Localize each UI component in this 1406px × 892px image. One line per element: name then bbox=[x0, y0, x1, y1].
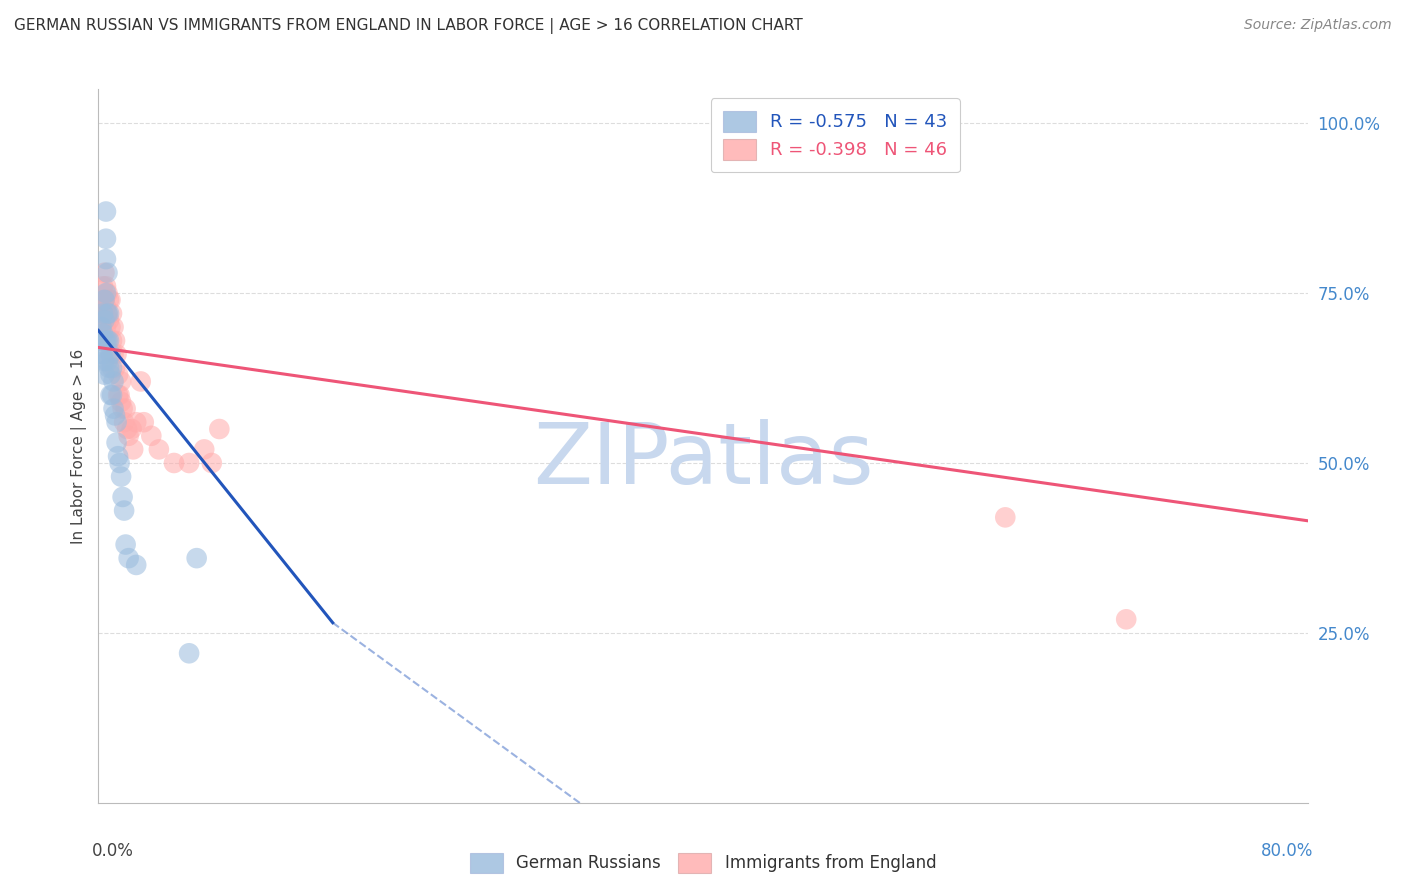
Point bbox=[98, 360, 121, 375]
Point bbox=[115, 422, 138, 436]
Point bbox=[94, 320, 117, 334]
Point bbox=[93, 293, 115, 307]
Point bbox=[93, 354, 115, 368]
Point bbox=[1115, 612, 1137, 626]
Point bbox=[96, 334, 118, 348]
Point bbox=[94, 252, 117, 266]
Point bbox=[101, 334, 124, 348]
Point bbox=[114, 401, 136, 416]
Point bbox=[110, 469, 132, 483]
Point bbox=[94, 334, 117, 348]
Point bbox=[96, 306, 118, 320]
Text: 80.0%: 80.0% bbox=[1261, 842, 1313, 860]
Point bbox=[107, 388, 129, 402]
Point bbox=[96, 286, 118, 301]
Point bbox=[141, 429, 163, 443]
Point bbox=[100, 347, 122, 361]
Point bbox=[107, 449, 129, 463]
Point bbox=[103, 320, 125, 334]
Point bbox=[91, 300, 114, 314]
Point bbox=[179, 456, 201, 470]
Point bbox=[125, 558, 148, 572]
Point bbox=[108, 388, 131, 402]
Point bbox=[91, 279, 114, 293]
Point bbox=[96, 266, 118, 280]
Point bbox=[100, 320, 122, 334]
Point bbox=[96, 354, 118, 368]
Text: Source: ZipAtlas.com: Source: ZipAtlas.com bbox=[1244, 18, 1392, 32]
Point bbox=[108, 456, 131, 470]
Point bbox=[91, 306, 114, 320]
Point bbox=[94, 286, 117, 301]
Text: ZIPatlas: ZIPatlas bbox=[533, 418, 873, 502]
Point bbox=[125, 415, 148, 429]
Point bbox=[107, 368, 129, 382]
Point bbox=[90, 320, 112, 334]
Point bbox=[179, 646, 201, 660]
Point bbox=[111, 401, 134, 416]
Point bbox=[93, 266, 115, 280]
Point bbox=[132, 415, 155, 429]
Point bbox=[100, 293, 122, 307]
Point bbox=[208, 422, 231, 436]
Point bbox=[94, 279, 117, 293]
Point bbox=[93, 334, 115, 348]
Point bbox=[112, 415, 135, 429]
Point bbox=[105, 347, 128, 361]
Point bbox=[89, 334, 111, 348]
Point bbox=[104, 409, 127, 423]
Point bbox=[105, 415, 128, 429]
Point bbox=[96, 306, 118, 320]
Point bbox=[994, 510, 1017, 524]
Point bbox=[122, 442, 145, 457]
Legend: R = -0.575   N = 43, R = -0.398   N = 46: R = -0.575 N = 43, R = -0.398 N = 46 bbox=[710, 98, 960, 172]
Point bbox=[91, 326, 114, 341]
Point bbox=[94, 232, 117, 246]
Point bbox=[93, 293, 115, 307]
Point bbox=[112, 503, 135, 517]
Point bbox=[186, 551, 208, 566]
Point bbox=[90, 347, 112, 361]
Point bbox=[103, 347, 125, 361]
Point bbox=[118, 551, 141, 566]
Point bbox=[100, 388, 122, 402]
Text: GERMAN RUSSIAN VS IMMIGRANTS FROM ENGLAND IN LABOR FORCE | AGE > 16 CORRELATION : GERMAN RUSSIAN VS IMMIGRANTS FROM ENGLAN… bbox=[14, 18, 803, 34]
Text: 0.0%: 0.0% bbox=[93, 842, 134, 860]
Point bbox=[90, 320, 112, 334]
Point bbox=[129, 375, 152, 389]
Point bbox=[89, 300, 111, 314]
Point bbox=[101, 388, 124, 402]
Point bbox=[201, 456, 224, 470]
Point bbox=[103, 401, 125, 416]
Point bbox=[121, 422, 143, 436]
Point bbox=[104, 360, 127, 375]
Point bbox=[94, 204, 117, 219]
Point bbox=[101, 360, 124, 375]
Point bbox=[114, 537, 136, 551]
Point bbox=[111, 490, 134, 504]
Point bbox=[98, 313, 121, 327]
Point bbox=[100, 368, 122, 382]
Point bbox=[110, 394, 132, 409]
Point bbox=[193, 442, 215, 457]
Point bbox=[110, 375, 132, 389]
Point bbox=[98, 293, 121, 307]
Legend: German Russians, Immigrants from England: German Russians, Immigrants from England bbox=[463, 847, 943, 880]
Y-axis label: In Labor Force | Age > 16: In Labor Force | Age > 16 bbox=[72, 349, 87, 543]
Point bbox=[98, 306, 121, 320]
Point bbox=[93, 313, 115, 327]
Point bbox=[101, 306, 124, 320]
Point bbox=[118, 429, 141, 443]
Point bbox=[91, 347, 114, 361]
Point bbox=[104, 334, 127, 348]
Point bbox=[163, 456, 186, 470]
Point bbox=[93, 368, 115, 382]
Point bbox=[148, 442, 170, 457]
Point bbox=[94, 300, 117, 314]
Point bbox=[105, 435, 128, 450]
Point bbox=[103, 375, 125, 389]
Point bbox=[98, 334, 121, 348]
